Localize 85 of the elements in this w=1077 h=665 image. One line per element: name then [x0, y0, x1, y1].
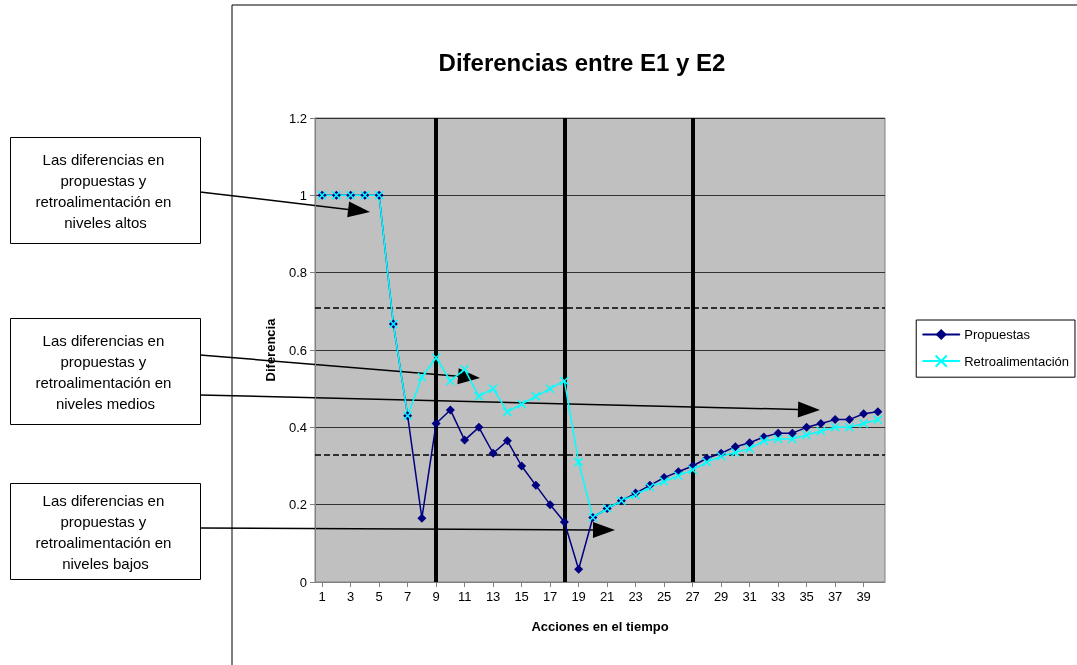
point — [744, 443, 755, 454]
point — [859, 409, 869, 419]
point — [873, 407, 883, 417]
y-tick-label: 1 — [299, 187, 307, 203]
x-tick-label: 23 — [628, 589, 643, 604]
point — [445, 376, 456, 386]
point — [702, 457, 712, 467]
text: Las diferencias en propuestas y retroalimentación en niveles bajos — [35, 491, 176, 572]
point — [459, 364, 470, 375]
point — [445, 405, 455, 415]
point — [502, 436, 512, 446]
x-tick-label: 35 — [799, 589, 814, 604]
point — [802, 422, 812, 432]
point — [844, 415, 854, 425]
x-tick-label: 37 — [827, 589, 843, 604]
x-tick-label: 33 — [770, 589, 786, 604]
y-tick-label: 0.4 — [288, 419, 307, 435]
point — [730, 442, 740, 452]
point — [830, 415, 840, 425]
x-tick-label: 29 — [713, 589, 729, 604]
point — [773, 434, 783, 444]
point — [474, 391, 484, 402]
x-tick-label: 5 — [375, 589, 383, 604]
point — [787, 428, 797, 438]
point — [502, 407, 513, 417]
y-tick-label: 0.2 — [288, 497, 307, 513]
point — [816, 418, 826, 428]
x-tick-label: 39 — [856, 589, 871, 604]
point — [474, 422, 484, 432]
x-axis-title: Acciones en el tiempo — [531, 619, 669, 634]
x-tick-label: 9 — [432, 589, 440, 604]
point — [730, 447, 741, 458]
point — [858, 418, 869, 429]
point — [431, 352, 441, 363]
x-tick-label: 25 — [656, 589, 672, 604]
text: Las diferencias en propuestas y retroalimentación en niveles medios — [35, 331, 176, 412]
y-tick-label: 0.6 — [288, 342, 307, 358]
point — [517, 461, 527, 471]
point — [687, 465, 698, 475]
x-tick-label: 15 — [514, 589, 529, 604]
x-tick-label: 19 — [571, 589, 586, 604]
point — [545, 500, 555, 510]
point — [417, 513, 427, 523]
point — [531, 391, 541, 402]
point — [673, 470, 684, 481]
point — [431, 418, 441, 428]
y-tick-label: 0 — [299, 574, 307, 590]
point — [460, 435, 470, 445]
x-tick-label: 27 — [685, 589, 700, 604]
point — [545, 383, 555, 394]
x-tick-label: 1 — [318, 589, 326, 604]
y-tick-label: 1.2 — [288, 110, 307, 126]
x-tick-label: 31 — [742, 589, 757, 604]
x-tick-label: 11 — [457, 589, 472, 604]
chart-title: Diferencias entre E1 y E2 — [438, 48, 726, 76]
point — [488, 383, 498, 394]
point — [531, 480, 541, 490]
point — [745, 438, 755, 448]
point — [659, 476, 669, 487]
point — [787, 434, 798, 444]
point — [573, 457, 584, 467]
point — [844, 422, 855, 433]
x-tick-label: 3 — [347, 589, 355, 604]
point — [574, 564, 584, 574]
point — [559, 517, 569, 527]
point — [516, 399, 527, 409]
point — [417, 372, 427, 382]
point — [816, 426, 826, 436]
point — [716, 451, 726, 462]
point — [830, 422, 840, 433]
point — [759, 436, 769, 446]
text: Las diferencias en propuestas y retroalimentación en niveles altos — [35, 150, 176, 231]
point — [488, 448, 498, 458]
x-tick-label: 13 — [485, 589, 501, 604]
legend-label: Propuestas — [964, 327, 1031, 342]
y-axis-title: Diferencia — [263, 317, 278, 382]
x-tick-label: 21 — [599, 589, 615, 604]
point — [873, 414, 883, 425]
legend-label: Retroalimentación — [964, 353, 1070, 369]
y-tick-label: 0.8 — [288, 265, 307, 281]
point — [559, 376, 570, 386]
x-tick-label: 17 — [542, 589, 558, 604]
point — [773, 428, 783, 438]
x-tick-label: 7 — [404, 589, 412, 604]
point — [801, 430, 812, 440]
